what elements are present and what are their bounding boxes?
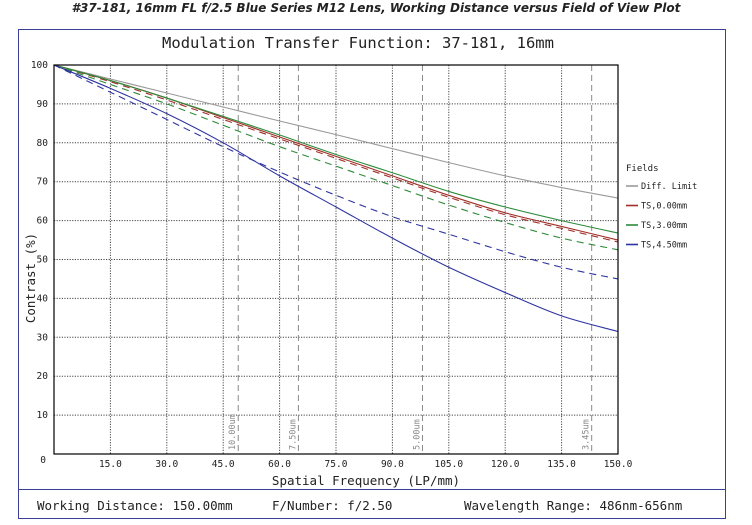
- marker-label: 5.00um: [412, 419, 422, 450]
- y-tick-label: 0: [40, 455, 46, 466]
- legend: Fields Diff. Limit TS,0.00mm TS,3.00mm TS,4…: [626, 164, 697, 251]
- x-tick-label: 45.0: [212, 459, 235, 470]
- x-tick-label: 120.0: [491, 459, 520, 470]
- y-axis-label: Contrast (%): [23, 233, 38, 323]
- y-tick-label: 20: [37, 371, 49, 382]
- chart-title: Modulation Transfer Function: 37-181, 16…: [162, 34, 554, 52]
- y-tick-label: 40: [37, 293, 49, 304]
- x-tick-label: 30.0: [155, 459, 178, 470]
- working-distance-label: Working Distance: 150.00mm: [37, 498, 233, 513]
- series-line: [53, 64, 619, 251]
- x-axis-label: Spatial Frequency (LP/mm): [272, 473, 460, 488]
- wavelength-range-label: Wavelength Range: 486nm-656nm: [464, 498, 683, 513]
- y-tick-label: 80: [37, 138, 49, 149]
- grid: [54, 65, 618, 454]
- x-tick-label: 105.0: [434, 459, 463, 470]
- y-tick-label: 30: [37, 332, 49, 343]
- x-tick-label: 15.0: [99, 459, 122, 470]
- y-tick-label: 50: [37, 255, 49, 266]
- marker-label: 10.00um: [228, 414, 238, 450]
- footer-divider: [18, 489, 726, 490]
- legend-title: Fields: [626, 164, 659, 174]
- legend-entry: TS,0.00mm: [641, 202, 687, 212]
- series-line: [53, 64, 619, 199]
- series-line: [53, 64, 619, 243]
- marker-label: 3.45um: [582, 419, 592, 450]
- y-tick-label: 60: [37, 216, 49, 227]
- f-number-label: F/Number: f/2.50: [272, 498, 393, 513]
- figure-title: #37-181, 16mm FL f/2.5 Blue Series M12 L…: [71, 1, 681, 15]
- marker-label: 7.50um: [288, 419, 298, 450]
- series-line: [53, 64, 619, 234]
- series-line: [53, 64, 619, 280]
- y-tick-label: 90: [37, 99, 49, 110]
- legend-entry: Diff. Limit: [641, 182, 697, 192]
- x-tick-label: 150.0: [604, 459, 633, 470]
- x-tick-label: 135.0: [547, 459, 576, 470]
- x-tick-label: 60.0: [268, 459, 291, 470]
- x-tick-label: 90.0: [381, 459, 404, 470]
- series-line: [53, 64, 619, 332]
- y-tick-label: 100: [31, 60, 48, 71]
- tick-labels: 15.0 30.0 45.0 60.0 75.0 90.0 105.0 120.0 135.0 1…: [31, 60, 633, 470]
- plot-border: [53, 64, 619, 455]
- legend-entry: TS,4.50mm: [641, 241, 687, 251]
- y-tick-label: 10: [37, 410, 49, 421]
- frequency-markers: 10.00um 7.50um 5.00um 3.45um: [228, 65, 593, 454]
- series-lines: [53, 64, 619, 332]
- chart-frame: [18, 29, 726, 519]
- x-tick-label: 75.0: [325, 459, 348, 470]
- legend-entry: TS,3.00mm: [641, 221, 687, 231]
- y-tick-label: 70: [37, 177, 49, 188]
